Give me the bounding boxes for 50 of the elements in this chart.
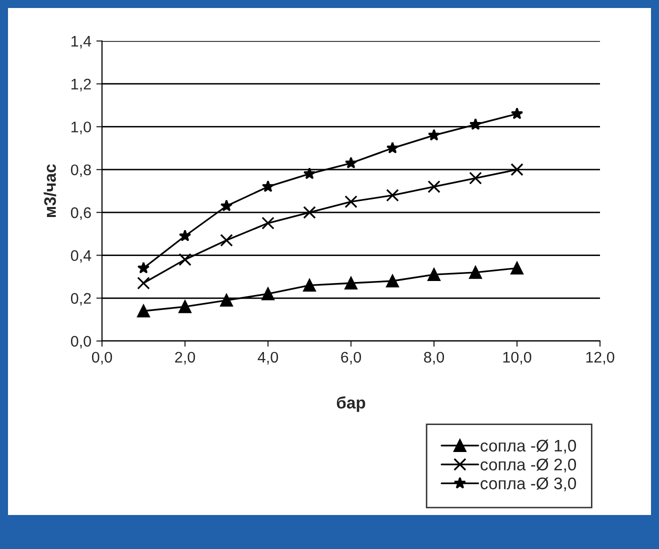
point <box>178 230 192 242</box>
y-tick-label: 0,2 <box>70 293 91 306</box>
point <box>262 216 274 230</box>
point <box>303 278 316 292</box>
point <box>178 253 192 266</box>
y-tick-label: 0,0 <box>70 336 91 348</box>
x-tick-label: 10,0 <box>503 352 532 364</box>
point <box>428 180 440 194</box>
x-tick-label: 4,0 <box>258 352 278 364</box>
x-axis-title: бар <box>336 396 366 412</box>
point <box>178 300 192 314</box>
point <box>344 156 358 168</box>
point <box>262 180 274 192</box>
point <box>510 163 524 176</box>
y-tick-label: 1,0 <box>72 122 91 134</box>
point <box>344 276 358 290</box>
y-tick-label: 1,2 <box>72 78 91 92</box>
point <box>262 287 274 300</box>
x-tick-label: 6,0 <box>341 352 362 364</box>
y-tick-label: 0,6 <box>70 207 91 220</box>
x-tick-label: 12,0 <box>586 352 614 364</box>
point <box>469 172 482 185</box>
x-tick-label: 0,0 <box>92 352 112 364</box>
point <box>344 195 358 208</box>
point <box>303 167 316 180</box>
point <box>137 276 150 290</box>
point <box>220 294 233 307</box>
point <box>386 142 399 154</box>
legend-label: сопла -Ø 2,0 <box>480 458 576 472</box>
point <box>220 234 233 247</box>
point <box>428 128 440 141</box>
legend-label: сопла -Ø 1,0 <box>480 439 576 454</box>
point <box>303 206 316 219</box>
y-tick-label: 0,8 <box>70 164 91 178</box>
point <box>386 274 399 288</box>
point <box>510 107 524 120</box>
point <box>386 188 399 202</box>
y-tick-label: 1,4 <box>72 36 92 48</box>
point <box>469 118 482 130</box>
y-tick-label: 0,4 <box>70 250 92 263</box>
y-axis-title: м3/час <box>44 164 56 218</box>
legend-label: сопла -Ø 3,0 <box>480 477 576 492</box>
point <box>510 262 524 275</box>
point <box>137 262 150 274</box>
point <box>220 200 233 212</box>
x-tick-label: 2,0 <box>175 352 196 364</box>
point <box>137 304 150 318</box>
x-tick-label: 8,0 <box>424 352 444 364</box>
point <box>428 268 440 281</box>
point <box>469 266 482 279</box>
